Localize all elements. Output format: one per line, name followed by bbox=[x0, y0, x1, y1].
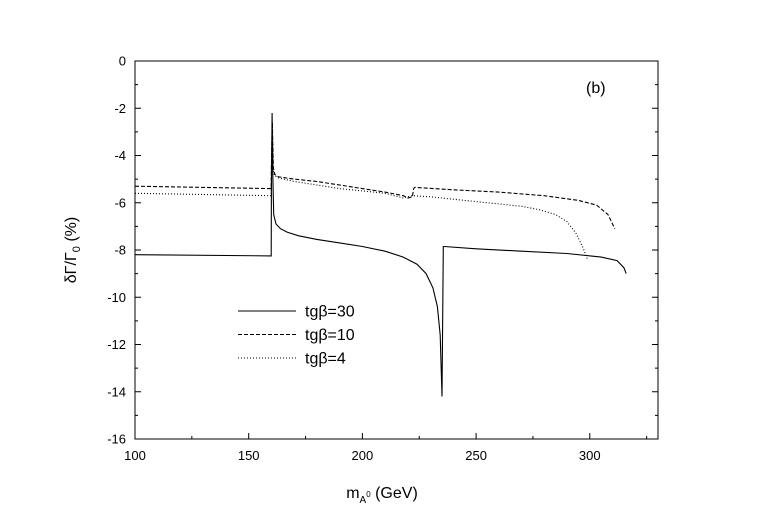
y-tick-label: -10 bbox=[107, 290, 126, 305]
x-axis-title-sub: A bbox=[360, 495, 367, 506]
x-axis-title: mA0 (GeV) bbox=[346, 485, 418, 506]
legend-label-1: tgβ=30 bbox=[305, 304, 355, 321]
series-line-2 bbox=[134, 122, 616, 229]
x-tick-label: 300 bbox=[579, 448, 601, 463]
x-axis-title-main: m bbox=[346, 485, 359, 502]
y-tick-label: -8 bbox=[114, 243, 126, 258]
y-tick-label: -14 bbox=[107, 384, 126, 399]
y-tick-label: -4 bbox=[114, 148, 126, 163]
y-axis-title-main: δΓ/Γ bbox=[63, 252, 80, 283]
y-axis: 0 -2 -4 -6 -8 -10 -12 -14 -16 bbox=[107, 54, 658, 447]
y-axis-title-unit: (%) bbox=[63, 217, 80, 246]
y-tick-label: 0 bbox=[119, 54, 126, 69]
plot-frame bbox=[134, 60, 659, 440]
y-axis-title-sub: 0 bbox=[71, 246, 83, 252]
series-line-1 bbox=[134, 112, 627, 397]
x-tick-label: 250 bbox=[465, 448, 487, 463]
x-axis-title-unit: (GeV) bbox=[371, 485, 418, 502]
x-tick-label: 150 bbox=[238, 448, 260, 463]
y-tick-label: -6 bbox=[114, 195, 126, 210]
y-tick-label: -12 bbox=[107, 337, 126, 352]
x-tick-label: 200 bbox=[352, 448, 374, 463]
y-tick-label: -16 bbox=[107, 432, 126, 447]
legend-label-2: tgβ=10 bbox=[305, 327, 355, 344]
x-tick-label: 100 bbox=[124, 448, 146, 463]
y-axis-title: δΓ/Γ0 (%) bbox=[63, 217, 83, 283]
x-axis-title-sup: 0 bbox=[366, 490, 371, 499]
legend: tgβ=30 tgβ=10 tgβ=4 bbox=[238, 304, 355, 368]
series-layer bbox=[134, 112, 627, 397]
y-tick-label: -2 bbox=[114, 101, 126, 116]
x-axis: 100 150 200 250 300 bbox=[124, 433, 648, 463]
panel-label: (b) bbox=[586, 80, 606, 97]
legend-label-3: tgβ=4 bbox=[305, 351, 346, 368]
series-line-3 bbox=[134, 122, 589, 260]
